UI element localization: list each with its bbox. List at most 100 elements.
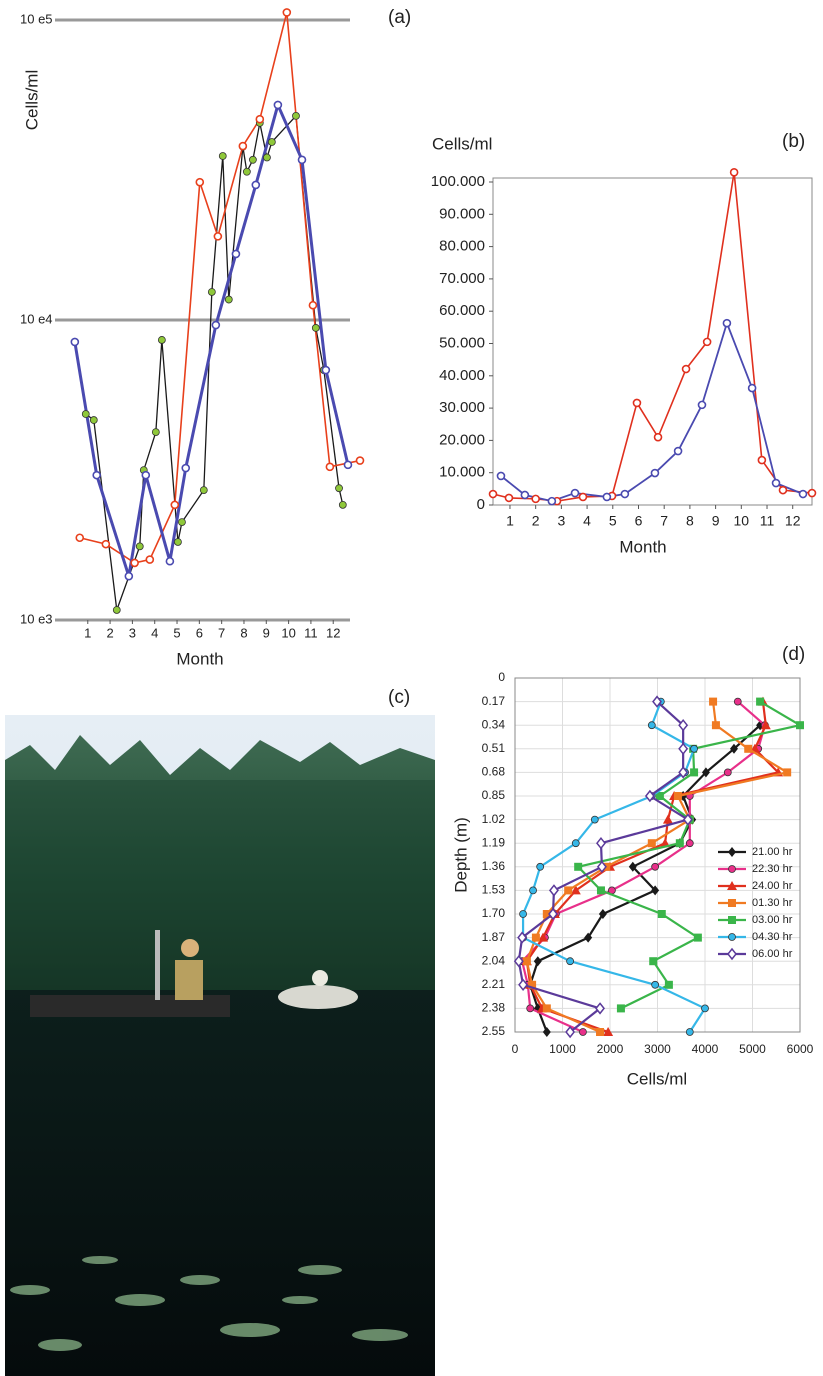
marker bbox=[195, 177, 205, 187]
marker bbox=[693, 933, 702, 942]
y-axis-label: Cells/ml bbox=[22, 70, 41, 130]
marker bbox=[181, 463, 191, 473]
marker bbox=[355, 456, 365, 465]
marker bbox=[174, 538, 182, 546]
series-line bbox=[492, 172, 813, 502]
marker bbox=[526, 1004, 535, 1013]
marker bbox=[655, 792, 664, 800]
y-tick-label: 2.38 bbox=[482, 1001, 506, 1015]
marker bbox=[75, 533, 85, 543]
marker bbox=[531, 933, 540, 942]
marker bbox=[343, 460, 353, 470]
x-tick-label: 4 bbox=[583, 513, 591, 529]
marker bbox=[528, 980, 537, 989]
x-tick-label: 9 bbox=[263, 625, 270, 640]
marker bbox=[647, 839, 656, 848]
y-tick-label: 10 e4 bbox=[20, 311, 53, 326]
x-tick-label: 2 bbox=[532, 513, 540, 529]
legend-label: 04.30 hr bbox=[752, 931, 793, 943]
marker bbox=[722, 318, 732, 328]
marker bbox=[651, 885, 660, 896]
x-tick-label: 9 bbox=[712, 513, 720, 529]
marker bbox=[282, 8, 292, 17]
y-tick-label: 0.17 bbox=[482, 694, 506, 708]
y-tick-label: 40.000 bbox=[439, 367, 485, 384]
y-tick-label: 60.000 bbox=[439, 302, 485, 319]
marker bbox=[311, 324, 320, 332]
y-tick-label: 50.000 bbox=[439, 334, 485, 351]
y-tick-label: 0 bbox=[498, 670, 505, 684]
marker bbox=[518, 978, 529, 992]
marker bbox=[92, 470, 102, 480]
plot-frame bbox=[492, 177, 813, 506]
marker bbox=[702, 337, 712, 347]
marker bbox=[596, 836, 606, 850]
marker bbox=[520, 490, 530, 500]
y-tick-label: 90.000 bbox=[439, 205, 485, 222]
marker bbox=[652, 695, 662, 708]
y-tick-label: 1.36 bbox=[482, 859, 506, 873]
y-tick-label: 0.34 bbox=[482, 717, 506, 731]
marker bbox=[224, 295, 233, 304]
y-tick-label: 100.000 bbox=[431, 173, 485, 190]
marker bbox=[529, 886, 537, 895]
x-axis-label: Cells/ml bbox=[627, 1069, 687, 1088]
marker bbox=[603, 1027, 614, 1036]
panel-label: (c) bbox=[388, 687, 410, 708]
marker bbox=[653, 432, 663, 442]
marker bbox=[542, 1027, 551, 1037]
marker bbox=[771, 478, 781, 488]
marker bbox=[267, 138, 276, 146]
marker bbox=[178, 518, 186, 526]
marker bbox=[70, 337, 80, 347]
marker bbox=[757, 455, 767, 465]
legend-label: 06.00 hr bbox=[752, 948, 793, 960]
x-tick-label: 3000 bbox=[644, 1042, 671, 1056]
marker bbox=[728, 847, 736, 857]
marker bbox=[242, 167, 251, 176]
x-tick-label: 8 bbox=[240, 625, 247, 640]
x-tick-label: 7 bbox=[218, 625, 225, 640]
marker bbox=[141, 470, 151, 480]
y-axis-label: Depth (m) bbox=[451, 817, 470, 893]
x-tick-label: 0 bbox=[512, 1042, 519, 1056]
y-tick-label: 2.55 bbox=[482, 1024, 506, 1038]
marker bbox=[729, 743, 738, 754]
marker bbox=[701, 1004, 709, 1013]
x-tick-label: 2 bbox=[106, 625, 113, 640]
marker bbox=[760, 720, 771, 730]
marker bbox=[728, 916, 736, 924]
marker bbox=[697, 400, 707, 410]
marker bbox=[548, 884, 559, 897]
marker bbox=[616, 1004, 625, 1013]
marker bbox=[620, 489, 630, 499]
y-tick-label: 1.02 bbox=[482, 812, 506, 826]
marker bbox=[533, 956, 542, 967]
x-tick-label: 3 bbox=[129, 625, 136, 640]
marker bbox=[574, 862, 583, 871]
marker bbox=[564, 886, 573, 895]
x-axis-label: Month bbox=[619, 537, 666, 556]
x-tick-label: 6 bbox=[635, 513, 643, 529]
marker bbox=[657, 910, 666, 918]
marker bbox=[578, 492, 588, 502]
marker bbox=[496, 471, 506, 481]
marker bbox=[644, 789, 655, 803]
x-tick-label: 11 bbox=[304, 625, 318, 640]
marker bbox=[218, 152, 227, 160]
photo bbox=[5, 715, 435, 1376]
series-line bbox=[73, 100, 350, 577]
y-tick-label: 1.53 bbox=[482, 883, 506, 897]
x-tick-label: 7 bbox=[660, 513, 668, 529]
marker bbox=[538, 932, 549, 942]
marker bbox=[728, 933, 736, 941]
marker bbox=[807, 488, 817, 498]
panel-label: (a) bbox=[388, 7, 411, 28]
marker bbox=[308, 300, 318, 310]
x-tick-label: 1 bbox=[84, 625, 91, 640]
x-tick-label: 12 bbox=[326, 625, 340, 640]
marker bbox=[584, 932, 593, 943]
y-tick-label: 70.000 bbox=[439, 270, 485, 287]
marker bbox=[199, 486, 208, 495]
marker bbox=[157, 336, 166, 344]
